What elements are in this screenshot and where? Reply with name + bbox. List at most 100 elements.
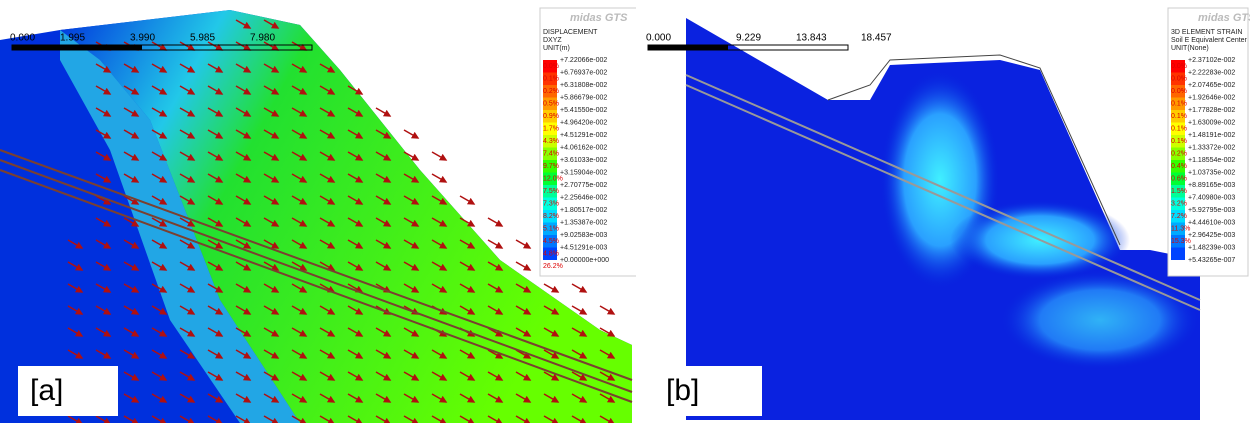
arrow	[319, 151, 336, 161]
legend-value: +6.31808e-002	[560, 82, 607, 89]
arrow	[263, 151, 280, 161]
legend-value: +0.00000e+000	[560, 257, 609, 264]
arrow	[487, 261, 504, 271]
scale-label: 7.980	[250, 33, 275, 44]
legend-swatch	[1171, 97, 1185, 110]
legend-swatch	[543, 110, 557, 123]
panel-label: [a]	[30, 374, 63, 407]
legend-percentage: 3.2%	[1171, 201, 1187, 208]
arrow	[291, 393, 308, 403]
legend-swatch	[543, 60, 557, 73]
legend-value: +6.76937e-002	[560, 69, 607, 76]
arrow	[515, 239, 532, 249]
arrow	[263, 239, 280, 249]
arrow	[95, 349, 112, 359]
arrow	[487, 349, 504, 359]
legend-swatch	[1171, 85, 1185, 98]
arrow	[431, 393, 448, 403]
arrow	[375, 261, 392, 271]
scale-label: 1.995	[60, 33, 85, 44]
legend-value: +4.51291e-002	[560, 132, 607, 139]
arrow	[347, 283, 364, 293]
legend-swatch	[1171, 222, 1185, 235]
arrow	[123, 195, 140, 205]
arrow	[95, 305, 112, 315]
arrow	[123, 85, 140, 95]
legend-percentage: 15.3%	[1171, 238, 1191, 245]
arrow	[375, 173, 392, 183]
arrow	[487, 283, 504, 293]
arrow	[151, 107, 168, 117]
scale-bar: 0.000 9.229 13.843 18.457	[646, 33, 892, 51]
legend-title: 3D ELEMENT STRAIN	[1171, 29, 1242, 36]
legend-percentage: 0.2%	[1171, 151, 1187, 158]
arrow	[207, 349, 224, 359]
legend-value: +2.22283e-002	[1188, 69, 1235, 76]
arrow	[263, 217, 280, 227]
legend-swatch	[543, 210, 557, 223]
legend-percentage: 12.0%	[543, 176, 563, 183]
arrow	[207, 393, 224, 403]
arrow	[459, 283, 476, 293]
legend-percentage: 8.2%	[543, 213, 559, 220]
panel-label: [b]	[666, 374, 699, 407]
arrow	[571, 393, 588, 403]
arrow	[459, 239, 476, 249]
arrow	[207, 261, 224, 271]
arrow	[571, 305, 588, 315]
scale-label: 0.000	[10, 33, 35, 44]
arrow	[403, 129, 420, 139]
arrow	[123, 261, 140, 271]
arrow	[487, 239, 504, 249]
legend-value: +5.92795e-003	[1188, 207, 1235, 214]
strain-zone	[1000, 270, 1200, 370]
legend-percentage: 7.4%	[543, 151, 559, 158]
label-box	[662, 366, 762, 416]
arrow	[179, 85, 196, 95]
arrow	[375, 349, 392, 359]
arrow	[179, 393, 196, 403]
legend-swatch	[543, 97, 557, 110]
arrow	[347, 195, 364, 205]
arrow	[151, 305, 168, 315]
arrow	[263, 19, 280, 29]
arrow	[235, 239, 252, 249]
arrow	[459, 371, 476, 381]
legend-swatch	[543, 160, 557, 173]
arrow	[487, 393, 504, 403]
scale-label: 0.000	[646, 33, 671, 44]
arrow	[151, 195, 168, 205]
arrow	[543, 371, 560, 381]
arrow	[403, 261, 420, 271]
arrow	[347, 261, 364, 271]
legend-percentage: 1.7%	[543, 126, 559, 133]
arrow	[319, 195, 336, 205]
arrow	[235, 63, 252, 73]
arrow	[207, 283, 224, 293]
legend-swatch	[1171, 235, 1185, 248]
arrow	[151, 151, 168, 161]
arrow	[347, 327, 364, 337]
legend-value: +2.96425e-003	[1188, 232, 1235, 239]
legend-swatch	[543, 172, 557, 185]
arrow	[403, 349, 420, 359]
arrow	[235, 371, 252, 381]
legend-value: +1.92646e-002	[1188, 94, 1235, 101]
arrow	[347, 107, 364, 117]
legend-percentage: 0.1%	[543, 76, 559, 83]
legend-percentage: 1.5%	[1171, 188, 1187, 195]
arrow	[431, 283, 448, 293]
arrow	[319, 327, 336, 337]
arrow	[67, 283, 84, 293]
arrow	[235, 107, 252, 117]
arrow	[123, 371, 140, 381]
arrow	[319, 239, 336, 249]
arrow	[207, 129, 224, 139]
arrow	[431, 261, 448, 271]
arrow	[291, 327, 308, 337]
legend-swatch	[1171, 110, 1185, 123]
arrow	[459, 305, 476, 315]
arrow	[347, 85, 364, 95]
arrow	[459, 393, 476, 403]
arrow	[207, 305, 224, 315]
